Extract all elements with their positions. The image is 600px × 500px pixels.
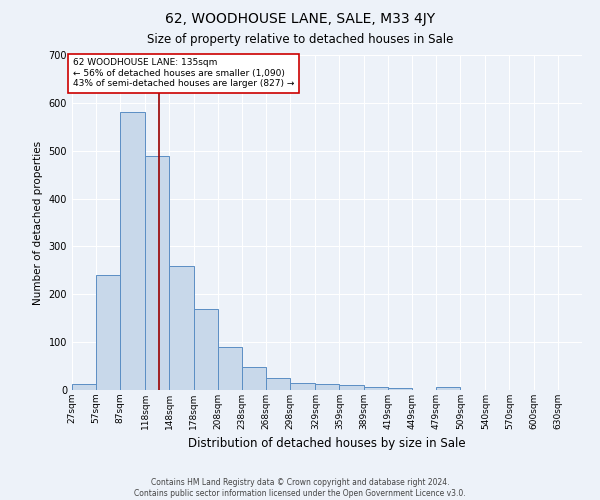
Bar bbox=[145, 156, 169, 390]
Bar bbox=[290, 384, 316, 390]
Bar bbox=[266, 378, 290, 390]
Text: Contains HM Land Registry data © Crown copyright and database right 2024.
Contai: Contains HM Land Registry data © Crown c… bbox=[134, 478, 466, 498]
Bar bbox=[340, 385, 364, 390]
Bar bbox=[218, 347, 242, 390]
Bar bbox=[242, 367, 266, 390]
Y-axis label: Number of detached properties: Number of detached properties bbox=[33, 140, 43, 304]
Text: Size of property relative to detached houses in Sale: Size of property relative to detached ho… bbox=[147, 32, 453, 46]
Bar bbox=[316, 384, 340, 390]
Bar bbox=[169, 266, 194, 390]
Bar bbox=[388, 388, 412, 390]
X-axis label: Distribution of detached houses by size in Sale: Distribution of detached houses by size … bbox=[188, 438, 466, 450]
Bar bbox=[194, 308, 218, 390]
Bar bbox=[364, 387, 388, 390]
Text: 62 WOODHOUSE LANE: 135sqm
← 56% of detached houses are smaller (1,090)
43% of se: 62 WOODHOUSE LANE: 135sqm ← 56% of detac… bbox=[73, 58, 294, 88]
Bar bbox=[72, 384, 96, 390]
Bar bbox=[436, 386, 460, 390]
Bar bbox=[121, 112, 145, 390]
Bar bbox=[96, 275, 121, 390]
Text: 62, WOODHOUSE LANE, SALE, M33 4JY: 62, WOODHOUSE LANE, SALE, M33 4JY bbox=[165, 12, 435, 26]
